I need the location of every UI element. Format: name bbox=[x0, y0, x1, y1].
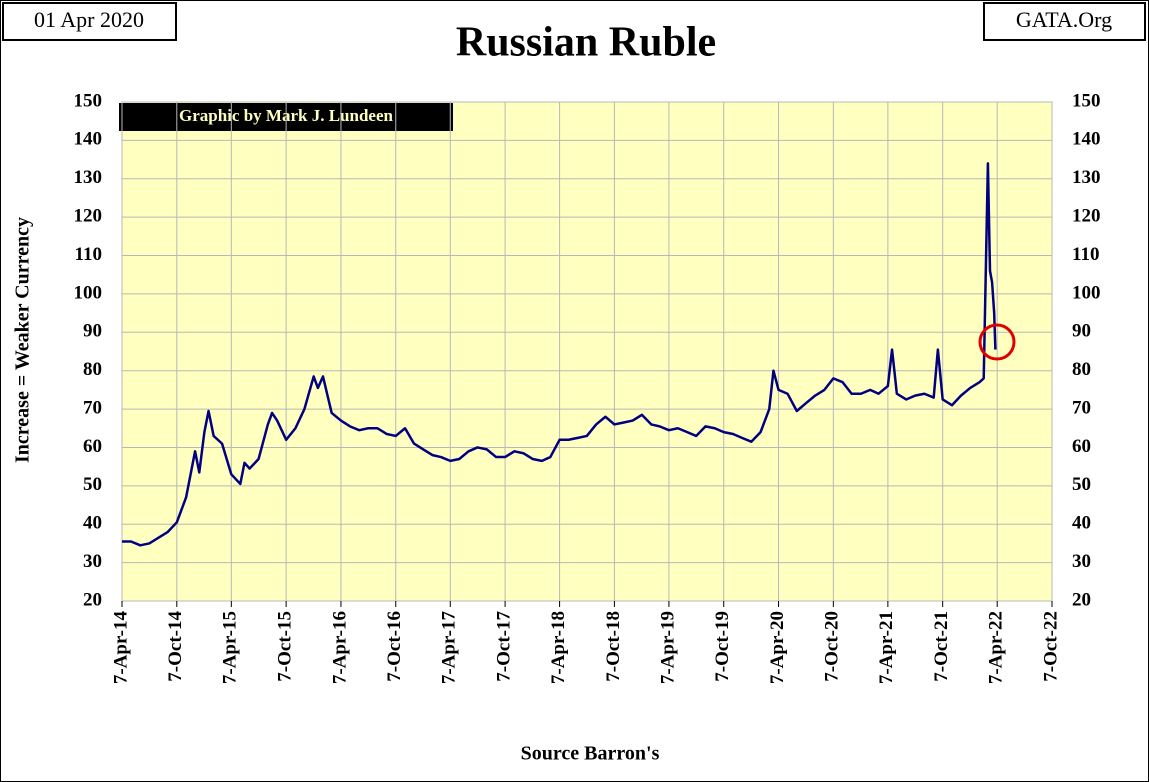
y-tick-label: 50 bbox=[83, 474, 102, 495]
y-tick-label: 60 bbox=[83, 436, 102, 457]
x-tick-label: 7-Oct-15 bbox=[274, 611, 295, 682]
y2-tick-label: 140 bbox=[1072, 129, 1101, 150]
y2-tick-label: 90 bbox=[1072, 321, 1091, 342]
y2-tick-label: 100 bbox=[1072, 282, 1101, 303]
y-tick-label: 130 bbox=[74, 167, 103, 188]
y2-tick-label: 120 bbox=[1072, 206, 1101, 227]
y-tick-label: 20 bbox=[83, 589, 102, 610]
x-tick-label: 7-Apr-19 bbox=[657, 611, 678, 684]
plot-area bbox=[122, 102, 1052, 601]
highlight-circle bbox=[978, 323, 1016, 361]
y-tick-label: 90 bbox=[83, 321, 102, 342]
y-tick-label: 80 bbox=[83, 359, 102, 380]
date: 01 Apr 2020 bbox=[34, 7, 144, 32]
x-tick-label: 7-Apr-21 bbox=[876, 611, 897, 684]
x-tick-label: 7-Apr-20 bbox=[767, 611, 788, 684]
x-tick-label: 7-Oct-21 bbox=[931, 611, 952, 682]
y2-tick-label: 150 bbox=[1072, 90, 1101, 111]
x-tick-label: 7-Oct-17 bbox=[493, 611, 514, 682]
y2-tick-label: 50 bbox=[1072, 474, 1091, 495]
y-tick-label: 120 bbox=[74, 206, 103, 227]
y-tick-label: 40 bbox=[83, 513, 102, 534]
x-tick-label: 7-Oct-14 bbox=[165, 611, 186, 682]
x-tick-label: 7-Apr-22 bbox=[986, 611, 1007, 684]
y2-tick-label: 130 bbox=[1072, 167, 1101, 188]
y2-tick-label: 30 bbox=[1072, 551, 1091, 572]
site: GATA.Org bbox=[1016, 7, 1112, 32]
y-tick-label: 150 bbox=[74, 90, 103, 111]
y2-tick-label: 60 bbox=[1072, 436, 1091, 457]
y-tick-label: 110 bbox=[75, 244, 102, 265]
y2-tick-label: 110 bbox=[1072, 244, 1099, 265]
y2-tick-label: 80 bbox=[1072, 359, 1091, 380]
x-tick-label: 7-Oct-19 bbox=[712, 611, 733, 682]
x-tick-label: 7-Apr-17 bbox=[439, 611, 460, 685]
x-tick-label: 7-Oct-22 bbox=[1040, 611, 1061, 682]
x-tick-label: 7-Oct-20 bbox=[822, 611, 843, 682]
line-series bbox=[122, 162, 997, 547]
site-box bbox=[983, 2, 1146, 41]
x-tick-label: 7-Oct-16 bbox=[384, 611, 405, 682]
y-tick-label: 100 bbox=[74, 282, 103, 303]
x-tick-label: 7-Oct-18 bbox=[603, 611, 624, 682]
x-axis-label: Source Barron's bbox=[521, 743, 660, 765]
y-tick-label: 140 bbox=[74, 129, 103, 150]
y2-tick-label: 40 bbox=[1072, 513, 1091, 534]
date-box bbox=[2, 2, 177, 41]
y-tick-label: 70 bbox=[83, 397, 102, 418]
x-tick-label: 7-Apr-18 bbox=[548, 611, 569, 684]
x-tick-label: 7-Apr-16 bbox=[329, 611, 350, 684]
x-tick-label: 7-Apr-14 bbox=[110, 611, 131, 685]
chart-title: Russian Ruble bbox=[456, 20, 716, 66]
y2-tick-label: 20 bbox=[1072, 589, 1091, 610]
y-axis-label: Increase = Weaker Currency bbox=[12, 217, 34, 463]
y2-tick-label: 70 bbox=[1072, 397, 1091, 418]
x-tick-label: 7-Apr-15 bbox=[220, 611, 241, 684]
y-tick-label: 30 bbox=[83, 551, 102, 572]
